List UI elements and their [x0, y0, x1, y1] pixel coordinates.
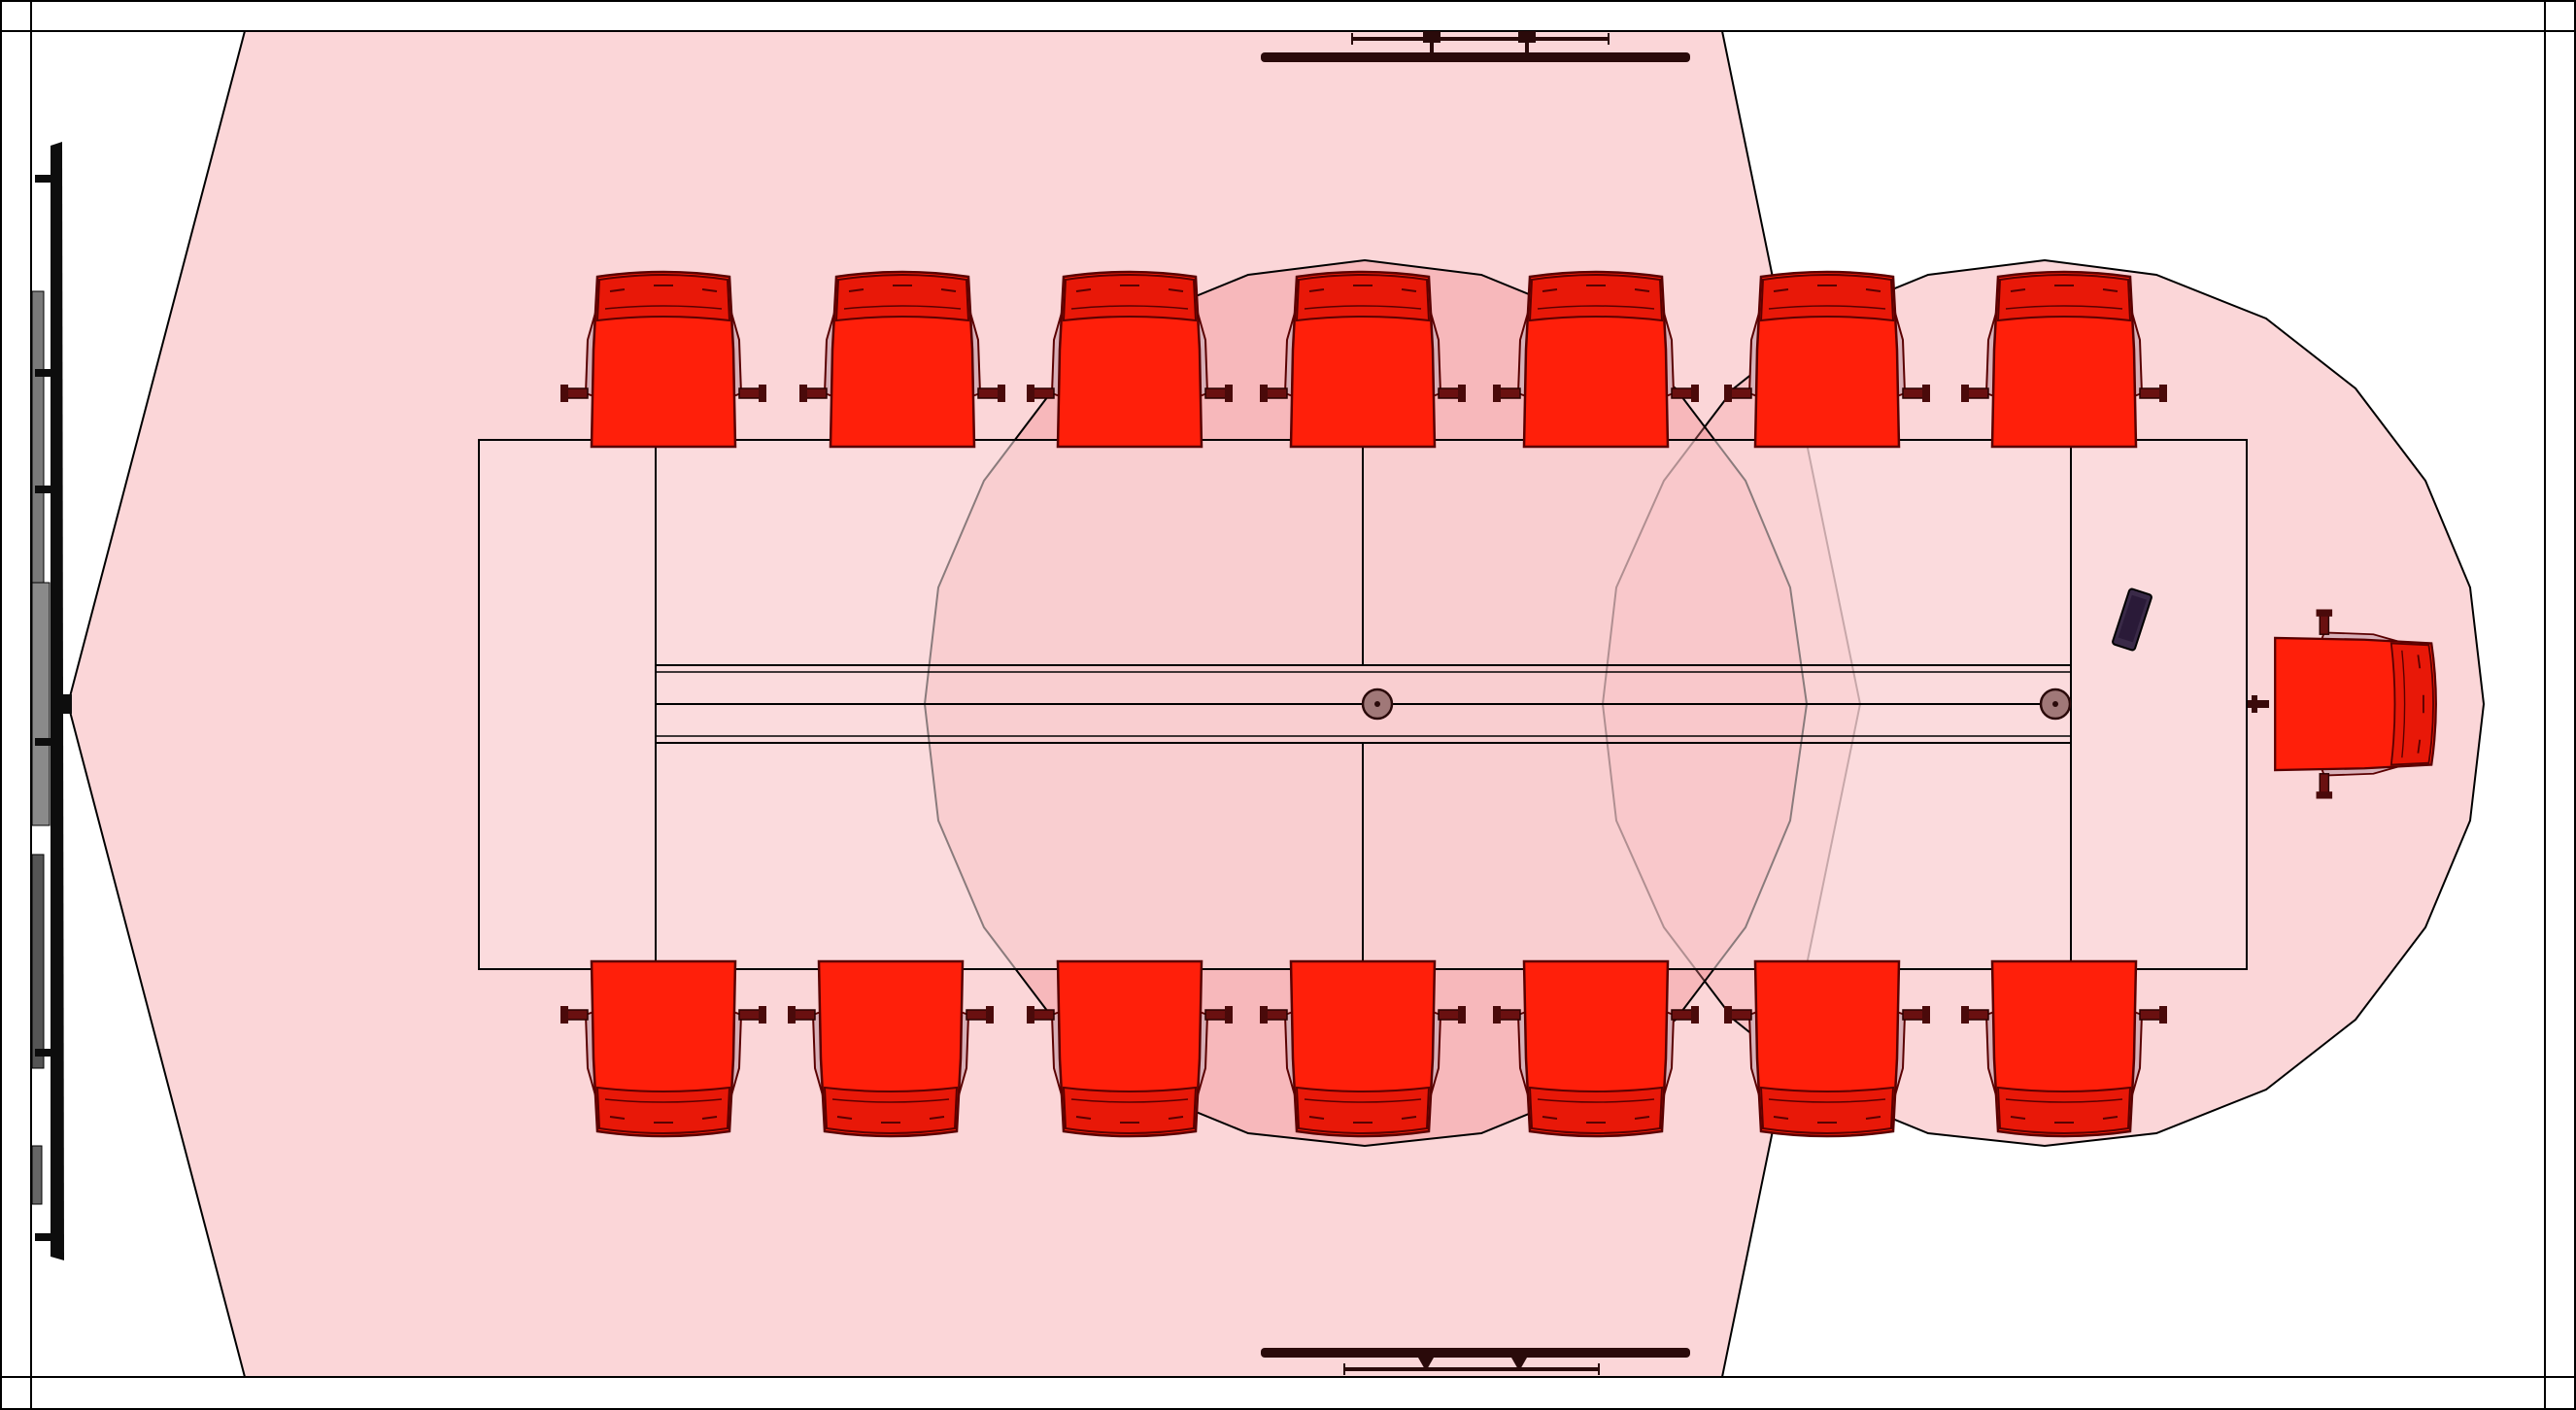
- microphone-puck-icon: [2039, 688, 2072, 721]
- ceiling-speaker-bar-top: [1261, 31, 1690, 62]
- ceiling-speaker-bar-bottom: [1261, 1348, 1690, 1375]
- microphone-puck-icon: [1361, 688, 1394, 721]
- touch-controller-icon: [2112, 588, 2152, 652]
- display-screen-icon: [31, 142, 72, 1260]
- chair-end: [2248, 608, 2437, 800]
